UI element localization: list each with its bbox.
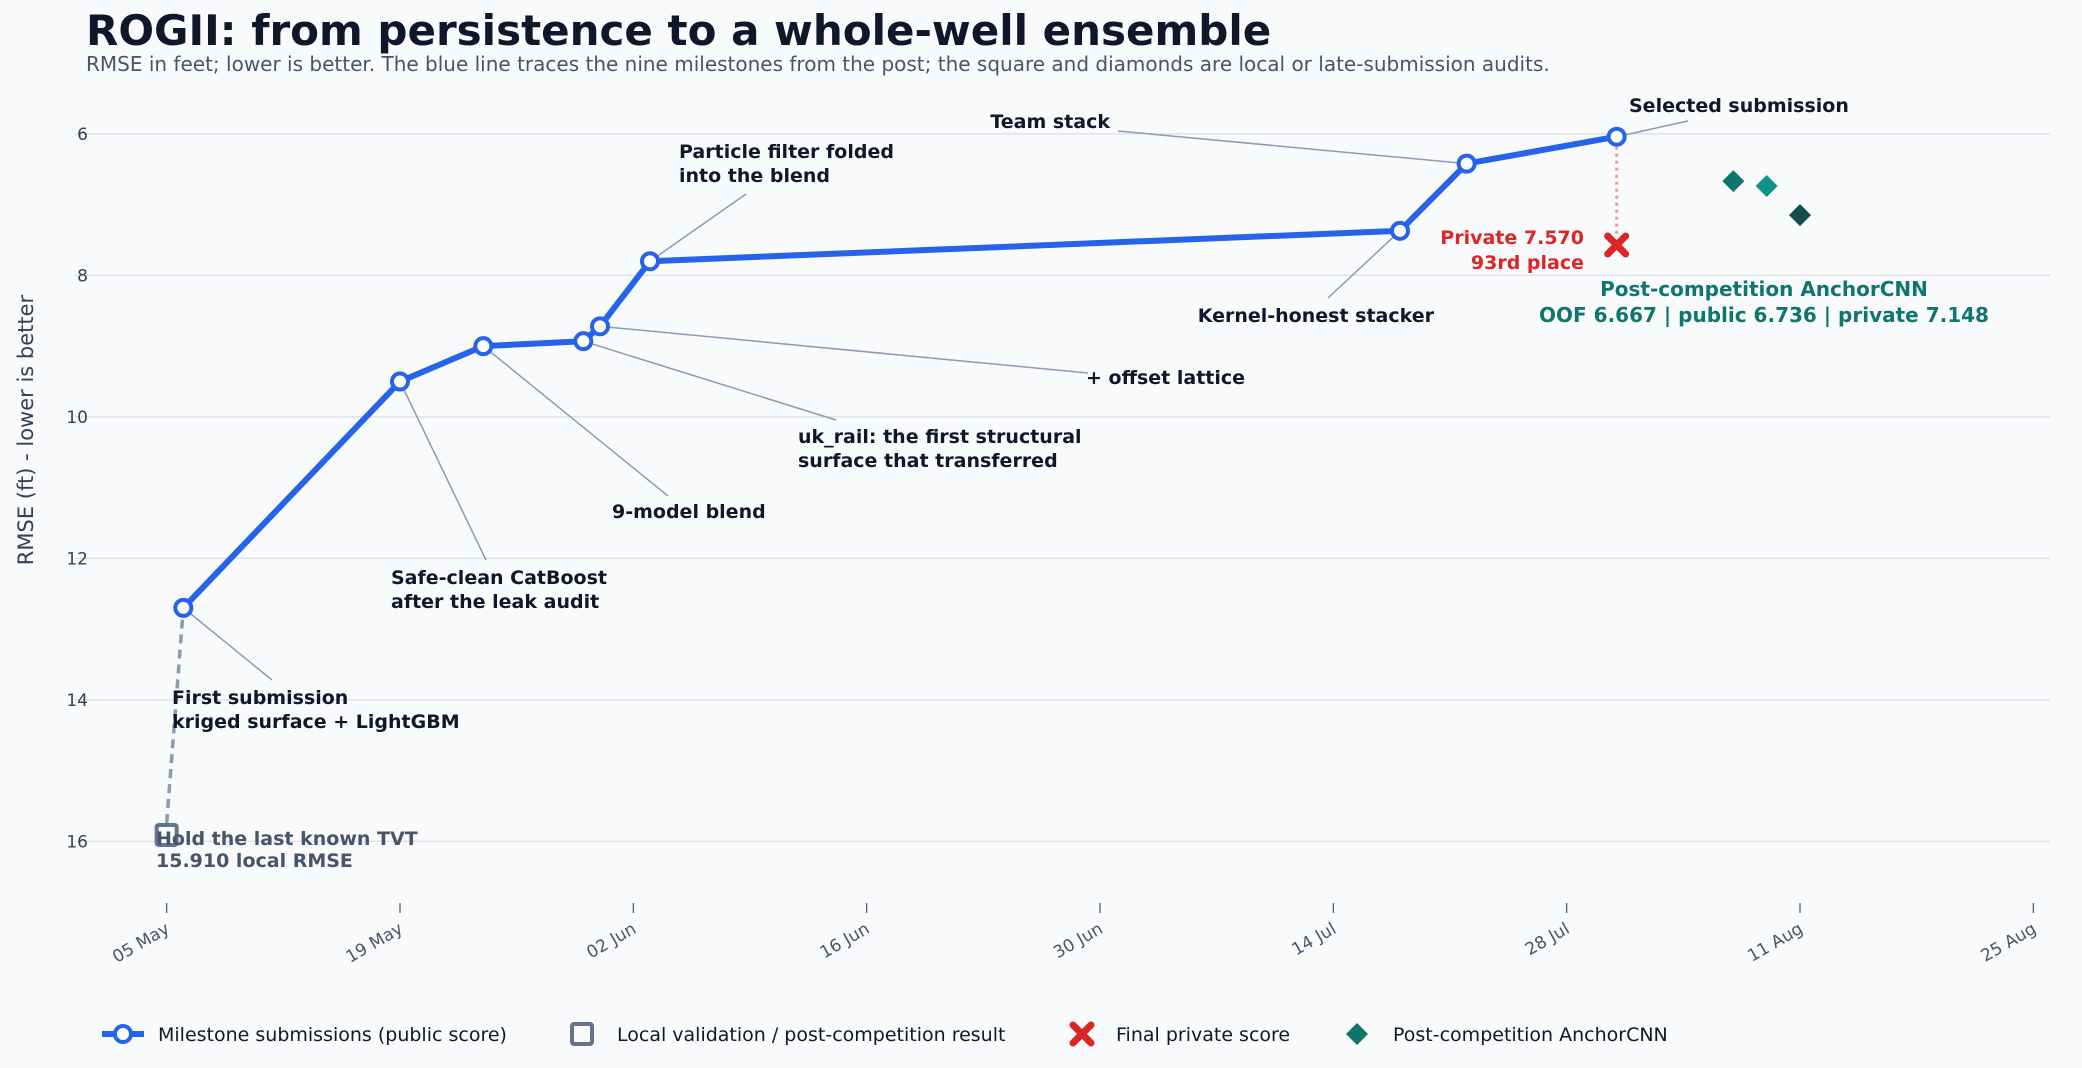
anchorcnn-annotation: Post-competition AnchorCNN OOF 6.667 | pu… xyxy=(1539,277,1989,327)
milestone-annotation: Team stack xyxy=(990,111,1110,133)
y-tick-label: 14 xyxy=(66,691,88,711)
milestone-point xyxy=(1456,153,1477,174)
legend-label-private: Final private score xyxy=(1116,1024,1290,1046)
x-tick-label: 28 Jul xyxy=(1522,919,1573,960)
y-tick-label: 16 xyxy=(66,832,88,852)
milestone-point xyxy=(1390,220,1410,241)
chart-title: ROGII: from persistence to a whole-well … xyxy=(86,6,1272,55)
local-annotation: Hold the last known TVT 15.910 local RMSE xyxy=(156,828,418,872)
x-tick-label: 25 Aug xyxy=(1978,919,2040,966)
y-tick-label: 6 xyxy=(77,125,88,145)
local-connector xyxy=(164,607,186,824)
leader-line xyxy=(399,381,487,561)
legend-swatch-private xyxy=(1069,1021,1095,1047)
grid-layer xyxy=(75,133,2050,842)
leader-line xyxy=(1327,230,1401,299)
local-validation-point xyxy=(154,822,179,847)
anchorcnn-point xyxy=(1722,170,1745,193)
milestone-point xyxy=(590,316,610,337)
x-tick-label: 05 May xyxy=(109,919,173,967)
milestone-annotation: 9-model blend xyxy=(612,501,766,523)
milestone-annotation: First submission kriged surface + LightGB… xyxy=(172,687,460,733)
milestone-point xyxy=(473,336,494,357)
milestone-annotation: Kernel-honest stacker xyxy=(1198,305,1435,327)
milestone-annotation: uk_rail: the first structural surface tha… xyxy=(798,426,1082,472)
milestone-annotation: Safe-clean CatBoost after the leak audit xyxy=(391,567,607,613)
chart-subtitle: RMSE in feet; lower is better. The blue … xyxy=(86,52,1550,76)
leader-line xyxy=(583,340,837,421)
y-tick-label: 10 xyxy=(66,408,88,428)
milestone-annotation: Particle filter folded into the blend xyxy=(679,141,894,187)
anchorcnn-point xyxy=(1789,204,1811,227)
private-score-point xyxy=(1604,232,1630,258)
legend-swatch-local xyxy=(570,1022,594,1046)
x-tick-label: 02 Jun xyxy=(583,919,639,963)
milestone-point xyxy=(390,371,410,392)
milestone-annotation: + offset lattice xyxy=(1086,367,1245,389)
private-annotation: Private 7.570 93rd place xyxy=(1440,227,1584,274)
milestone-annotation: Selected submission xyxy=(1629,95,1849,117)
x-tick-label: 14 Jul xyxy=(1289,919,1340,960)
legend: Milestone submissions (public score) Loca… xyxy=(102,1021,1668,1047)
annotations: First submission kriged surface + LightGB… xyxy=(156,95,1989,872)
milestone-point xyxy=(1606,126,1627,147)
leader-lines xyxy=(182,120,1689,681)
y-tick-label: 12 xyxy=(66,549,88,569)
milestone-point xyxy=(173,597,194,618)
milestone-point xyxy=(640,251,660,272)
x-tick-label: 30 Jun xyxy=(1050,919,1106,963)
leader-line xyxy=(482,345,669,497)
y-tick-label: 8 xyxy=(77,266,88,286)
leader-line xyxy=(1117,130,1467,165)
legend-label-milestone: Milestone submissions (public score) xyxy=(158,1024,507,1046)
x-tick-label: 16 Jun xyxy=(817,919,873,963)
anchorcnn-point xyxy=(1755,174,1778,197)
leader-line xyxy=(649,193,747,262)
x-tick-label: 19 May xyxy=(343,919,407,967)
legend-swatch-anchorcnn xyxy=(1346,1023,1368,1045)
legend-label-anchorcnn: Post-competition AnchorCNN xyxy=(1393,1024,1668,1046)
x-tick-label: 11 Aug xyxy=(1744,919,1806,966)
leader-line xyxy=(599,325,1089,374)
legend-label-local: Local validation / post-competition resu… xyxy=(617,1024,1005,1046)
y-axis-label: RMSE (ft) - lower is better xyxy=(14,294,38,565)
leader-line xyxy=(1616,120,1689,138)
leader-line xyxy=(182,607,273,681)
data-marks xyxy=(154,126,1811,847)
milestone-point xyxy=(573,331,594,352)
legend-swatch-milestone-marker xyxy=(113,1024,133,1044)
